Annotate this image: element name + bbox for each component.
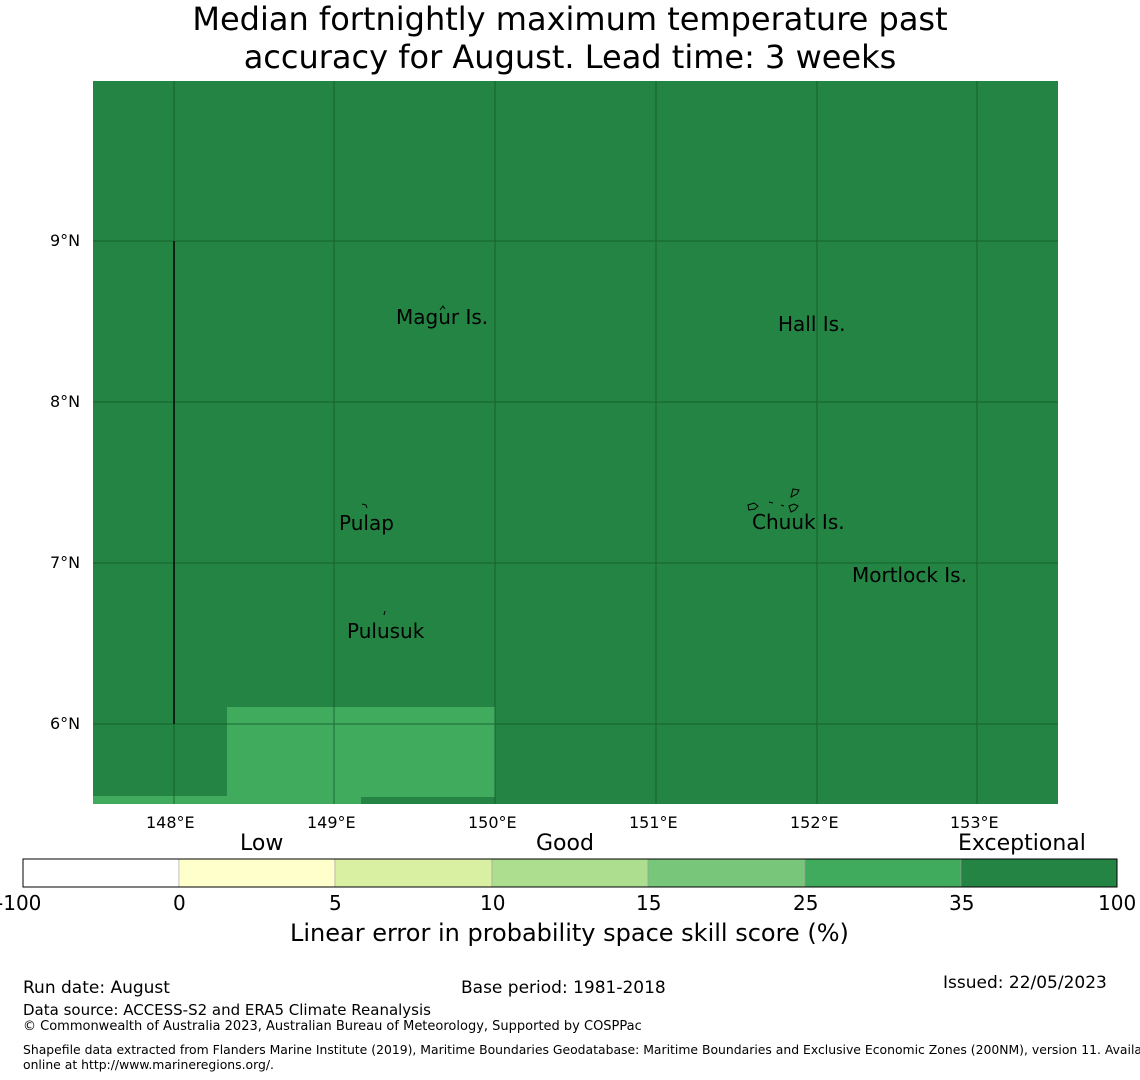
colorbar-segment [804,858,962,888]
colorbar-tick: 10 [480,891,506,915]
colorbar-tick: 25 [793,891,819,915]
place-label-hall: Hall Is. [778,312,846,336]
pulusuk-island-outline [383,610,386,616]
lon-label-153: 153°E [950,813,999,832]
colorbar [22,858,1118,888]
magur-island-outline [439,305,446,311]
shapefile-credit-1: Shapefile data extracted from Flanders M… [23,1042,1140,1057]
place-label-pulusuk: Pulusuk [347,619,425,643]
title-line-2: accuracy for August. Lead time: 3 weeks [243,38,897,76]
map-title: Median fortnightly maximum temperature p… [0,0,1140,76]
lat-label-6: 6°N [50,714,81,733]
colorbar-tick: 35 [949,891,975,915]
lat-label-8: 8°N [50,392,81,411]
lon-label-149: 149°E [307,813,356,832]
lon-label-148: 148°E [146,813,195,832]
island-outlines [361,305,800,616]
graticule [93,81,1058,804]
place-label-pulap: Pulap [339,511,394,535]
colorbar-segment [334,858,493,888]
base-period: Base period: 1981-2018 [461,978,666,998]
lon-label-152: 152°E [790,813,839,832]
colorbar-segment [647,858,806,888]
place-label-mortlock: Mortlock Is. [852,563,967,587]
lat-label-9: 9°N [50,231,81,250]
run-date: Run date: August [23,978,170,998]
skill-patch [227,707,495,797]
issued-date: Issued: 22/05/2023 [943,973,1107,993]
colorbar-category-exceptional: Exceptional [958,831,1086,856]
colorbar-category-low: Low [240,831,284,856]
colorbar-segment [178,858,336,888]
colorbar-tick: 5 [329,891,342,915]
title-line-1: Median fortnightly maximum temperature p… [192,0,948,38]
lon-label-150: 150°E [468,813,517,832]
colorbar-frame [22,858,1118,888]
pulap-island-outline [361,503,368,509]
shapefile-credit-2: online at http://www.marineregions.org/. [23,1057,274,1072]
colorbar-tick: 15 [636,891,662,915]
colorbar-tick: 100 [1098,891,1137,915]
place-label-chuuk: Chuuk Is. [752,510,845,534]
colorbar-tick: -100 [0,891,42,915]
chuuk-island-outline [747,488,800,513]
colorbar-category-good: Good [536,831,594,856]
colorbar-segment [491,858,649,888]
copyright: © Commonwealth of Australia 2023, Austra… [23,1019,642,1034]
colorbar-label: Linear error in probability space skill … [290,919,849,947]
colorbar-tick: 0 [173,891,186,915]
skill-field [93,81,1058,804]
colorbar-segment [960,858,1118,888]
lat-label-7: 7°N [50,553,81,572]
data-source: Data source: ACCESS-S2 and ERA5 Climate … [23,1001,431,1019]
colorbar-segment [22,858,180,888]
place-label-magur: Magur Is. [396,305,489,329]
lon-label-151: 151°E [629,813,678,832]
skill-patch [93,796,361,804]
